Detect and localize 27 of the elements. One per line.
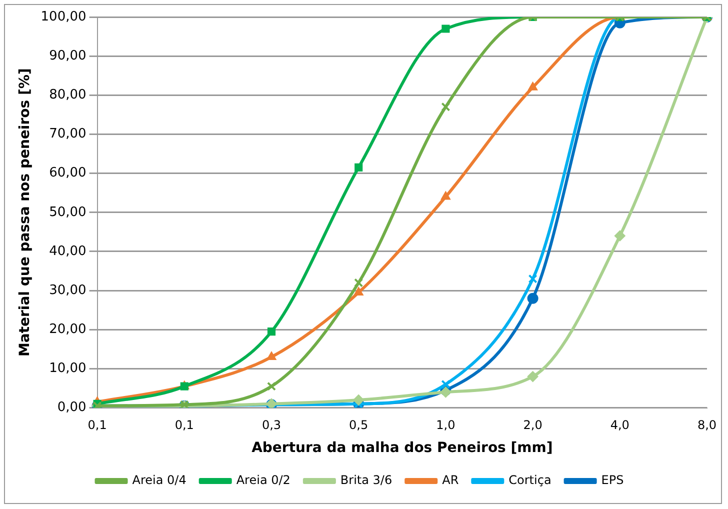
y-tick-label: 60,00 bbox=[49, 166, 86, 181]
x-axis-title: Abertura da malha dos Peneiros [mm] bbox=[252, 440, 553, 456]
legend-label: Cortiça bbox=[508, 473, 552, 488]
y-tick-label: 70,00 bbox=[49, 126, 86, 142]
y-tick-label: 50,00 bbox=[49, 204, 86, 220]
y-axis-title: Material que passa nos peneiros [%] bbox=[17, 68, 34, 357]
x-tick-label: 8,0 bbox=[697, 418, 717, 432]
x-tick-label: 1,0 bbox=[436, 418, 456, 432]
x-tick-label: 2,0 bbox=[523, 418, 542, 432]
y-tick-label: 90,00 bbox=[49, 48, 86, 64]
y-tick-label: 0,00 bbox=[57, 400, 86, 416]
legend-label: EPS bbox=[601, 473, 624, 488]
x-tick-label: 4,0 bbox=[610, 418, 630, 432]
y-tick-label: 80,00 bbox=[49, 88, 86, 103]
y-tick-label: 10,00 bbox=[49, 361, 86, 376]
y-tick-label: 20,00 bbox=[49, 322, 86, 338]
x-tick-label: 0,1 bbox=[88, 418, 107, 432]
legend-label: AR bbox=[442, 473, 459, 488]
y-tick-label: 100,00 bbox=[40, 9, 86, 24]
legend-label: Areia 0/4 bbox=[132, 473, 186, 488]
x-tick-label: 0,5 bbox=[349, 418, 368, 432]
y-tick-label: 30,00 bbox=[49, 282, 86, 298]
y-tick-label: 40,00 bbox=[49, 244, 86, 259]
legend-label: Brita 3/6 bbox=[340, 473, 392, 488]
x-tick-label: 0,1 bbox=[174, 418, 194, 432]
legend-label: Areia 0/2 bbox=[236, 473, 290, 488]
x-tick-label: 0,3 bbox=[262, 418, 282, 432]
